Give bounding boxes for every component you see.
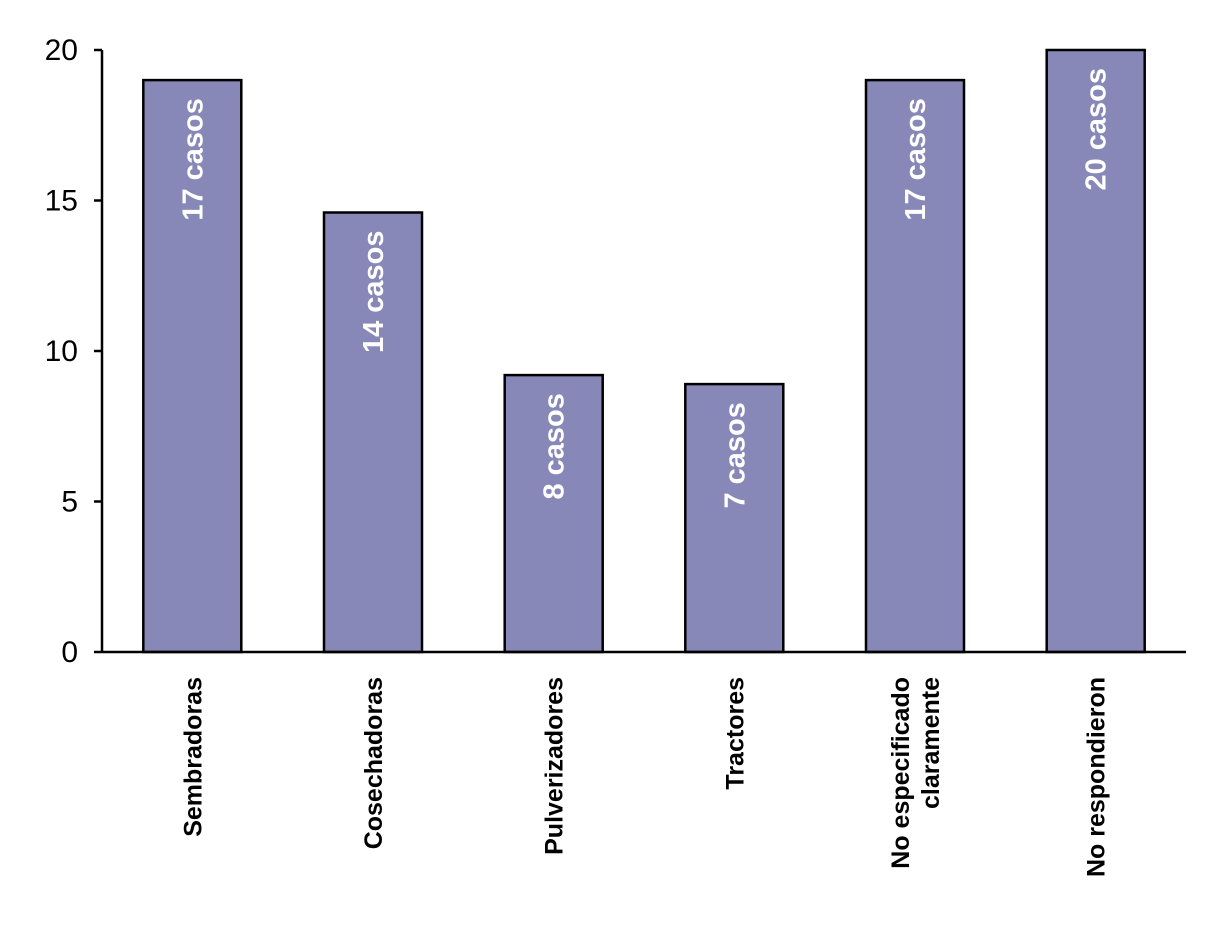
x-tick-label-2: Pulverizadores	[541, 677, 569, 855]
bar-data-label-1: 14 casos	[358, 231, 390, 354]
bar-data-label-3: 7 casos	[719, 402, 751, 508]
bar-data-label-2: 8 casos	[539, 393, 571, 499]
labels-layer: 17 casos 14 casos 8 casos 7 casos 17 casos 20…	[177, 68, 1112, 509]
bar-data-label-5: 20 casos	[1081, 68, 1113, 191]
bar-0	[142, 78, 243, 654]
bar-3	[684, 382, 785, 654]
x-tick-label-4-line-1: claramente	[917, 677, 945, 809]
bar-2	[503, 373, 604, 654]
bars-layer	[142, 48, 1146, 654]
x-tick-label-1: Cosechadoras	[360, 677, 388, 849]
bar-data-label-4: 17 casos	[900, 98, 932, 221]
x-tick-label-4-line-0: No especificado	[887, 677, 915, 869]
bar-1	[322, 211, 424, 654]
y-tick-label-4: 20	[45, 34, 78, 67]
bar-5	[1045, 48, 1146, 654]
x-tick-label-5: No respondieron	[1083, 677, 1111, 877]
x-tick-label-0: Sembradoras	[179, 677, 207, 837]
y-tick-label-2: 10	[45, 335, 78, 368]
x-tick-label-3: Tractores	[721, 677, 749, 790]
y-tick-label-1: 5	[61, 486, 78, 519]
axes-layer: 0 5 10 15 20 Sembradoras Cosechadoras Pulveriza…	[45, 34, 1186, 877]
y-tick-label-3: 15	[45, 185, 78, 218]
bar-data-label-0: 17 casos	[177, 98, 209, 221]
y-tick-label-0: 0	[61, 636, 78, 669]
